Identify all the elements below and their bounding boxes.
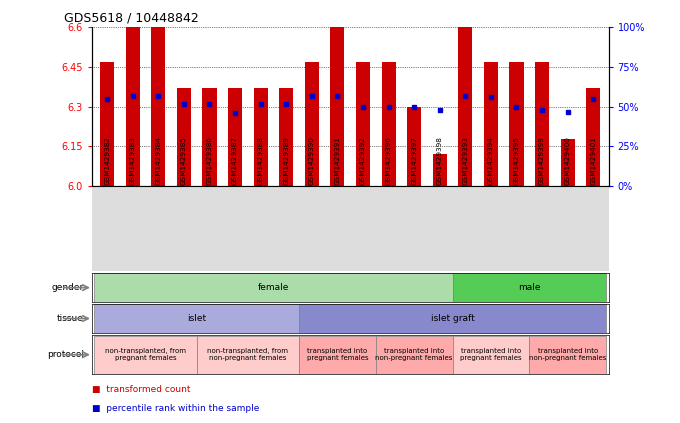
- Bar: [95, 304, 299, 333]
- Bar: [95, 273, 452, 302]
- Text: non-transplanted, from
non-pregnant females: non-transplanted, from non-pregnant fema…: [207, 348, 288, 361]
- Bar: [381, 62, 396, 186]
- Bar: [535, 62, 549, 186]
- Bar: [299, 304, 606, 333]
- Bar: [279, 88, 293, 186]
- Bar: [407, 107, 421, 186]
- Bar: [432, 154, 447, 186]
- Bar: [95, 336, 197, 374]
- Bar: [228, 88, 242, 186]
- Bar: [100, 62, 114, 186]
- Text: female: female: [258, 283, 289, 292]
- Bar: [330, 27, 345, 186]
- Bar: [305, 62, 319, 186]
- Text: transplanted into
non-pregnant females: transplanted into non-pregnant females: [375, 348, 453, 361]
- Bar: [458, 27, 473, 186]
- Bar: [484, 62, 498, 186]
- Bar: [254, 88, 268, 186]
- Text: male: male: [518, 283, 541, 292]
- Bar: [586, 88, 600, 186]
- Bar: [177, 88, 191, 186]
- Bar: [452, 273, 606, 302]
- Bar: [356, 62, 370, 186]
- Text: transplanted into
non-pregnant females: transplanted into non-pregnant females: [529, 348, 607, 361]
- Text: ■  transformed count: ■ transformed count: [92, 385, 190, 394]
- Text: transplanted into
pregnant females: transplanted into pregnant females: [460, 348, 522, 361]
- Bar: [452, 336, 529, 374]
- Text: ■  percentile rank within the sample: ■ percentile rank within the sample: [92, 404, 259, 413]
- Bar: [299, 336, 376, 374]
- Bar: [126, 27, 140, 186]
- Text: islet: islet: [187, 314, 206, 323]
- Text: non-transplanted, from
pregnant females: non-transplanted, from pregnant females: [105, 348, 186, 361]
- Bar: [560, 138, 575, 186]
- Text: tissue: tissue: [57, 314, 84, 323]
- Bar: [529, 336, 606, 374]
- Text: transplanted into
pregnant females: transplanted into pregnant females: [307, 348, 369, 361]
- Bar: [376, 336, 452, 374]
- Text: GDS5618 / 10448842: GDS5618 / 10448842: [65, 12, 199, 25]
- Bar: [197, 336, 299, 374]
- Bar: [203, 88, 216, 186]
- Text: gender: gender: [52, 283, 84, 292]
- Text: protocol: protocol: [47, 350, 84, 359]
- Text: islet graft: islet graft: [430, 314, 475, 323]
- Bar: [509, 62, 524, 186]
- Bar: [151, 27, 165, 186]
